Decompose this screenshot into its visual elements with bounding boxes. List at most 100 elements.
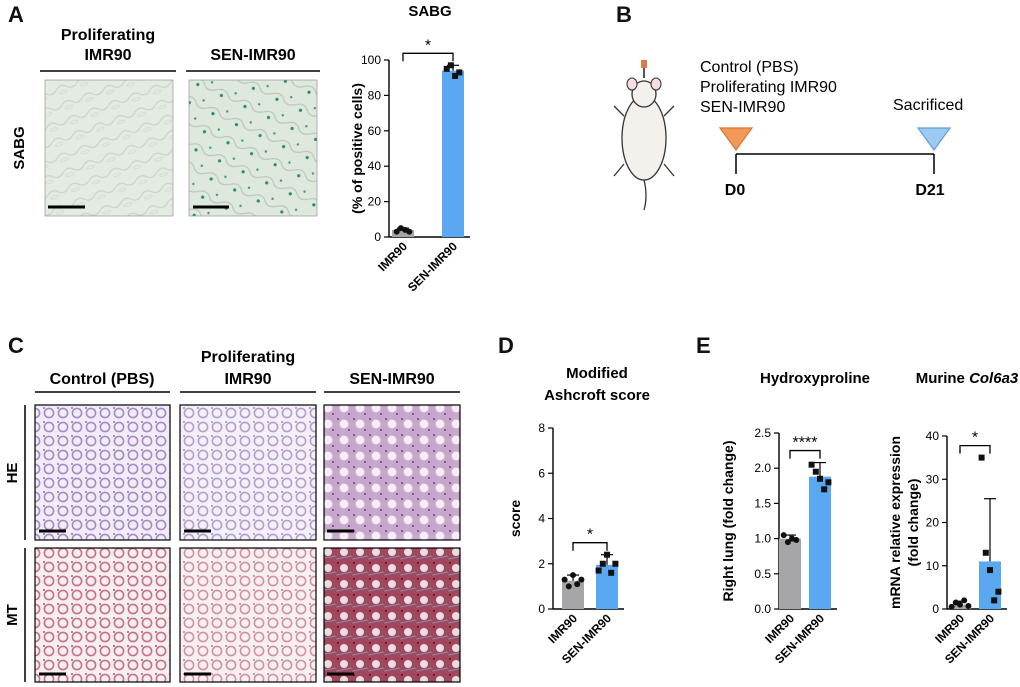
row-label-he: HE [4, 463, 21, 484]
column-header-proliferating-line2: IMR90 [224, 371, 271, 388]
y-tick-label: 4 [538, 512, 545, 526]
y-tick-label: 1.5 [754, 496, 771, 510]
histology-he-proliferating [179, 404, 317, 541]
data-point [957, 601, 963, 608]
data-point [565, 583, 572, 590]
data-point [812, 468, 819, 475]
y-tick-label: 60 [368, 124, 382, 138]
data-point [965, 602, 972, 609]
significance-bracket [402, 52, 454, 62]
column-header-control: Control (PBS) [50, 371, 155, 388]
panel-label-e: E [696, 333, 711, 358]
sacrifice-marker [916, 127, 952, 152]
chart-title: Modified [566, 365, 628, 382]
column-header-proliferating-line2: IMR90 [84, 47, 131, 64]
data-point [570, 572, 576, 579]
significance-bracket [789, 449, 821, 459]
data-point [821, 486, 828, 493]
y-axis-label: score [507, 500, 523, 538]
data-point [604, 551, 610, 558]
data-point [452, 72, 459, 79]
y-tick-label: 2.0 [754, 461, 771, 475]
y-tick-label: 100 [361, 53, 381, 67]
y-tick-label: 20 [926, 516, 940, 530]
y-tick-label: 80 [368, 88, 382, 102]
y-tick-label: 20 [368, 195, 382, 209]
data-point [793, 537, 800, 544]
data-point [574, 581, 581, 588]
significance-bracket [572, 542, 608, 551]
data-point [982, 549, 989, 556]
row-label-mt: MT [4, 604, 21, 626]
panel-label-c: C [8, 333, 24, 358]
bar-imr90 [392, 229, 414, 237]
data-point [991, 597, 998, 604]
bar-sen-imr90 [979, 561, 1001, 609]
data-point [780, 532, 787, 539]
micrograph-proliferating-imr90 [44, 79, 174, 217]
bar-imr90 [562, 580, 584, 609]
data-point [443, 65, 450, 72]
row-label-sabg: SABG [11, 126, 28, 169]
panel-label-a: A [8, 2, 24, 27]
significance-marker: * [972, 430, 978, 447]
y-axis-label: (fold change) [905, 479, 921, 567]
column-header-sen: SEN-IMR90 [210, 47, 295, 64]
bar-sen-imr90 [809, 476, 831, 609]
micrograph-sen-imr90 [188, 79, 318, 217]
y-axis-label: Right lung (fold change) [720, 441, 736, 602]
y-axis-label: mRNA relative expression [887, 436, 903, 609]
histology-mt-proliferating [179, 547, 317, 683]
y-tick-label: 0.0 [754, 602, 771, 616]
data-point [608, 569, 615, 576]
data-point [578, 576, 585, 583]
data-point [987, 567, 993, 574]
chart-title: Hydroxyproline [760, 370, 870, 387]
group-sen: SEN-IMR90 [700, 99, 785, 116]
y-tick-label: 40 [926, 429, 940, 443]
data-point [817, 475, 823, 482]
sacrificed-label: Sacrificed [893, 97, 963, 114]
column-header-sen: SEN-IMR90 [349, 371, 434, 388]
group-control: Control (PBS) [700, 59, 799, 76]
data-point [393, 228, 400, 235]
y-tick-label: 2.5 [754, 426, 771, 440]
histology-mt-sen [323, 547, 461, 683]
data-point [612, 560, 619, 567]
data-point [825, 479, 832, 486]
column-header-proliferating-line1: Proliferating [201, 349, 295, 366]
y-tick-label: 1.0 [754, 532, 771, 546]
y-axis-label: (% of positive cells) [349, 83, 365, 214]
significance-bracket [959, 444, 991, 454]
data-point [948, 603, 955, 610]
data-point [595, 567, 602, 574]
y-tick-label: 30 [926, 472, 940, 486]
data-point [961, 597, 968, 604]
chart-title: SABG [408, 3, 451, 20]
histology-mt-control [34, 547, 171, 683]
data-point [406, 228, 413, 235]
y-tick-label: 6 [538, 466, 545, 480]
injection-marker [718, 127, 754, 152]
category-label: SEN-IMR90 [405, 239, 460, 294]
chart-title: Ashcroft score [544, 387, 650, 404]
histology-he-sen [323, 404, 461, 541]
data-point [784, 539, 791, 546]
data-point [995, 588, 1002, 595]
y-tick-label: 0 [538, 602, 545, 616]
day-end-label: D21 [915, 182, 944, 199]
significance-marker: **** [793, 435, 818, 452]
y-tick-label: 10 [926, 559, 940, 573]
significance-marker: * [425, 37, 431, 54]
data-point [447, 62, 454, 69]
panel-label-b: B [616, 2, 632, 27]
significance-marker: * [587, 527, 593, 544]
y-tick-label: 8 [538, 421, 545, 435]
panel-label-d: D [498, 333, 514, 358]
chart-title: Murine Col6a3 [916, 370, 1019, 387]
data-point [456, 69, 463, 76]
y-tick-label: 0 [374, 230, 381, 244]
data-point [808, 461, 815, 468]
